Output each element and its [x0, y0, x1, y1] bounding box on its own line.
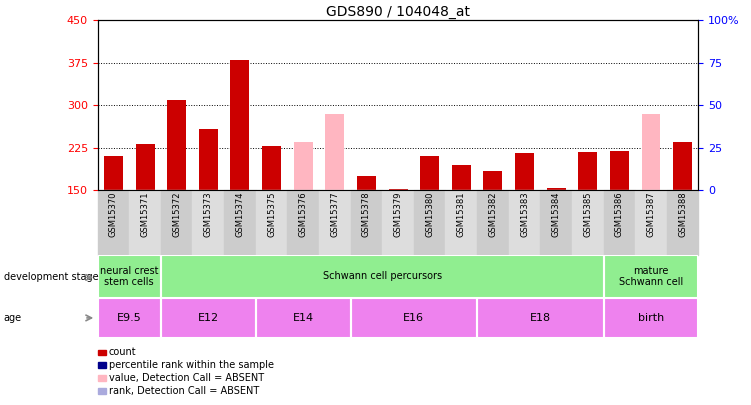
Text: GSM15381: GSM15381 — [457, 192, 466, 237]
Text: E12: E12 — [198, 313, 219, 323]
Bar — [98, 388, 106, 394]
Bar — [477, 298, 604, 338]
Bar — [294, 142, 312, 190]
Text: GSM15388: GSM15388 — [678, 192, 687, 237]
Bar — [98, 190, 129, 255]
Text: E18: E18 — [529, 313, 551, 323]
Text: GSM15372: GSM15372 — [172, 192, 181, 237]
Bar — [572, 190, 604, 255]
Bar — [98, 255, 161, 298]
Bar — [515, 153, 534, 190]
Bar — [256, 298, 351, 338]
Text: GSM15382: GSM15382 — [488, 192, 497, 237]
Bar — [98, 350, 106, 355]
Text: value, Detection Call = ABSENT: value, Detection Call = ABSENT — [109, 373, 264, 383]
Bar — [452, 165, 471, 190]
Bar — [129, 190, 161, 255]
Bar — [604, 298, 698, 338]
Bar — [161, 255, 604, 298]
Bar — [161, 298, 256, 338]
Text: GSM15370: GSM15370 — [109, 192, 118, 237]
Bar — [231, 60, 249, 190]
Bar — [484, 171, 502, 190]
Bar — [136, 144, 155, 190]
Bar — [351, 298, 477, 338]
Bar — [477, 298, 604, 338]
Text: Schwann cell percursors: Schwann cell percursors — [323, 271, 442, 281]
Text: rank, Detection Call = ABSENT: rank, Detection Call = ABSENT — [109, 386, 259, 396]
Bar — [604, 255, 698, 298]
Text: GSM15375: GSM15375 — [267, 192, 276, 237]
Bar — [319, 190, 351, 255]
Bar — [382, 190, 414, 255]
Text: GSM15371: GSM15371 — [140, 192, 149, 237]
Bar — [104, 156, 123, 190]
Text: E16: E16 — [403, 313, 424, 323]
Bar — [508, 190, 540, 255]
Text: count: count — [109, 347, 137, 357]
Bar — [98, 362, 106, 368]
Bar — [98, 255, 161, 298]
Text: GSM15384: GSM15384 — [552, 192, 561, 237]
Bar — [351, 298, 477, 338]
Text: GSM15383: GSM15383 — [520, 192, 529, 237]
Bar — [351, 190, 382, 255]
Text: GSM15386: GSM15386 — [615, 192, 624, 237]
Text: percentile rank within the sample: percentile rank within the sample — [109, 360, 274, 370]
Bar — [635, 190, 667, 255]
Text: E9.5: E9.5 — [117, 313, 142, 323]
Bar — [445, 190, 477, 255]
Text: birth: birth — [638, 313, 664, 323]
Bar — [578, 152, 597, 190]
Bar — [98, 375, 106, 381]
Bar — [673, 142, 692, 190]
Bar — [388, 189, 408, 190]
Bar — [610, 151, 629, 190]
Bar — [667, 190, 698, 255]
Bar — [98, 298, 161, 338]
Text: GSM15374: GSM15374 — [235, 192, 244, 237]
Bar — [325, 114, 344, 190]
Bar — [256, 190, 288, 255]
Bar — [547, 188, 566, 190]
Text: E14: E14 — [293, 313, 314, 323]
Bar — [414, 190, 445, 255]
Bar — [161, 255, 604, 298]
Bar — [477, 190, 508, 255]
Bar — [256, 298, 351, 338]
Bar — [420, 156, 439, 190]
Text: age: age — [4, 313, 22, 323]
Bar — [192, 190, 224, 255]
Bar — [604, 190, 635, 255]
Text: mature
Schwann cell: mature Schwann cell — [619, 266, 683, 287]
Text: GSM15387: GSM15387 — [647, 192, 656, 237]
Text: GSM15378: GSM15378 — [362, 192, 371, 237]
Text: GSM15377: GSM15377 — [330, 192, 339, 237]
Text: GSM15379: GSM15379 — [394, 192, 403, 237]
Bar — [161, 190, 192, 255]
Title: GDS890 / 104048_at: GDS890 / 104048_at — [326, 5, 470, 19]
Text: GSM15385: GSM15385 — [584, 192, 593, 237]
Bar — [224, 190, 256, 255]
Bar — [641, 114, 660, 190]
Bar — [604, 298, 698, 338]
Text: GSM15376: GSM15376 — [299, 192, 308, 237]
Text: GSM15380: GSM15380 — [425, 192, 434, 237]
Bar — [161, 298, 256, 338]
Bar — [604, 255, 698, 298]
Bar — [288, 190, 319, 255]
Text: development stage: development stage — [4, 273, 98, 282]
Bar — [199, 129, 218, 190]
Text: neural crest
stem cells: neural crest stem cells — [100, 266, 158, 287]
Bar — [98, 298, 161, 338]
Bar — [540, 190, 572, 255]
Bar — [167, 100, 186, 190]
Text: GSM15373: GSM15373 — [204, 192, 213, 237]
Bar — [357, 176, 376, 190]
Bar — [262, 146, 281, 190]
